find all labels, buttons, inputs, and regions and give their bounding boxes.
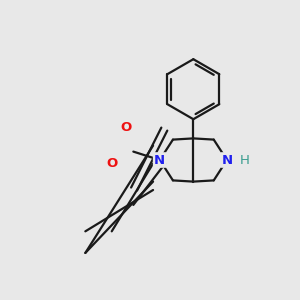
Text: H: H [240,154,250,166]
Text: O: O [106,157,117,170]
Text: N: N [221,154,233,166]
Text: N: N [154,154,165,166]
Text: O: O [121,121,132,134]
